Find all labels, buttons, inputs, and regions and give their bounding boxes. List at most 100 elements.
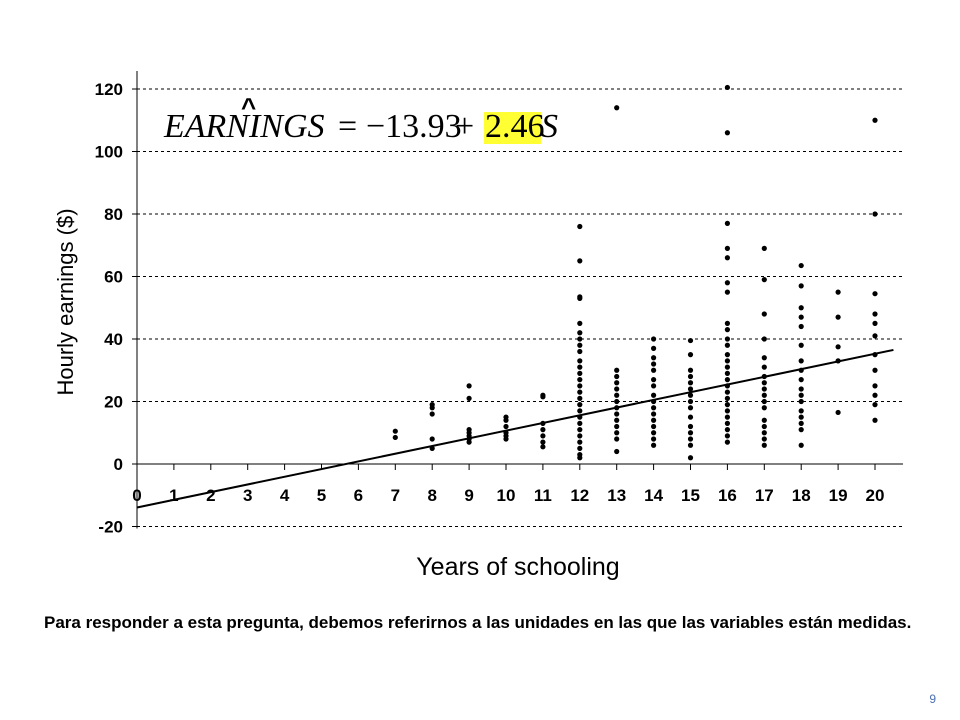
data-point xyxy=(651,377,657,383)
data-point xyxy=(687,455,694,461)
data-point xyxy=(614,380,620,386)
data-point xyxy=(577,389,583,395)
data-point xyxy=(724,414,731,420)
data-point xyxy=(761,405,767,411)
data-point xyxy=(577,383,583,389)
data-point xyxy=(724,342,731,348)
equation-equals: = xyxy=(338,108,357,145)
data-point xyxy=(614,105,620,111)
data-point xyxy=(577,402,583,408)
data-point xyxy=(687,398,694,405)
data-point xyxy=(503,417,509,423)
data-point xyxy=(872,367,878,373)
data-point xyxy=(614,386,620,392)
data-point xyxy=(798,414,804,420)
data-point xyxy=(651,436,657,442)
data-point xyxy=(466,383,472,389)
data-point xyxy=(577,455,583,461)
data-point xyxy=(687,386,694,392)
y-tick-labels: -20 0 20 40 60 80 100 120 xyxy=(95,80,123,537)
x-tick-label: 0 xyxy=(132,486,141,505)
data-point xyxy=(614,448,620,455)
data-point xyxy=(540,433,546,439)
data-point xyxy=(724,389,731,395)
data-point xyxy=(872,402,878,408)
equation-plus: + xyxy=(455,108,474,145)
x-tick-labels: 0 1 2 3 4 5 6 7 8 9 10 11 12 13 14 15 16 17 18 19 20 xyxy=(132,486,884,505)
data-point xyxy=(577,258,583,264)
data-point xyxy=(872,417,878,423)
data-point xyxy=(761,436,767,442)
x-tick-label: 5 xyxy=(317,486,326,505)
regression-line xyxy=(136,348,894,509)
data-point xyxy=(577,439,583,445)
regression-equation: EARNINGS ^ = −13.93 + 2.46 S xyxy=(163,92,558,145)
data-point xyxy=(761,386,767,392)
data-point xyxy=(651,430,657,436)
data-point xyxy=(614,367,620,373)
data-point xyxy=(761,364,767,370)
x-tick-label: 8 xyxy=(427,486,436,505)
data-point xyxy=(724,370,731,376)
data-point xyxy=(651,361,657,367)
data-point xyxy=(577,223,583,230)
x-tick-label: 19 xyxy=(829,486,848,505)
y-tick-label: 40 xyxy=(104,330,123,349)
data-point xyxy=(614,423,620,430)
hat-symbol: ^ xyxy=(241,92,256,122)
data-point xyxy=(687,352,694,358)
x-tick-label: 12 xyxy=(570,486,589,505)
data-point xyxy=(872,211,878,217)
data-point xyxy=(429,411,435,417)
data-point xyxy=(724,220,731,226)
x-axis-label: Years of schooling xyxy=(416,553,619,581)
data-point xyxy=(724,433,731,439)
data-point xyxy=(761,245,767,251)
data-point xyxy=(577,336,583,342)
data-point xyxy=(724,420,731,426)
data-point xyxy=(540,439,546,445)
data-point xyxy=(761,336,767,342)
data-point xyxy=(798,305,804,311)
data-point xyxy=(835,344,841,350)
data-point xyxy=(687,380,694,386)
data-point xyxy=(761,392,767,398)
data-point xyxy=(798,392,804,398)
x-tick-label: 17 xyxy=(755,486,774,505)
x-tick-label: 1 xyxy=(169,486,178,505)
x-tick-label: 13 xyxy=(607,486,626,505)
data-point xyxy=(392,434,398,441)
data-point xyxy=(761,355,767,361)
equation-slope: 2.46 xyxy=(485,108,545,145)
data-point xyxy=(577,420,583,426)
data-point xyxy=(872,320,878,326)
y-tick-label: 120 xyxy=(95,80,123,99)
data-point xyxy=(872,291,878,297)
data-point xyxy=(503,423,509,430)
data-point xyxy=(577,377,583,383)
x-tick-label: 6 xyxy=(354,486,363,505)
data-point xyxy=(687,442,694,448)
x-tick-label: 4 xyxy=(280,486,290,505)
data-point xyxy=(724,280,731,286)
data-point xyxy=(577,348,583,355)
data-point xyxy=(614,436,620,442)
data-point xyxy=(724,327,731,333)
data-point xyxy=(724,377,731,383)
data-point xyxy=(761,311,767,317)
data-point xyxy=(687,373,694,380)
y-tick-label: 80 xyxy=(104,205,123,224)
data-point xyxy=(687,423,694,430)
data-point xyxy=(724,336,731,342)
data-point xyxy=(614,411,620,417)
data-point xyxy=(798,398,804,405)
x-tick-label: 7 xyxy=(391,486,400,505)
data-point xyxy=(540,427,546,433)
data-point xyxy=(724,427,731,433)
x-tick-label: 20 xyxy=(866,486,885,505)
slope-highlight xyxy=(484,112,541,144)
y-tick-label: 100 xyxy=(95,143,123,162)
page-number: 9 xyxy=(929,692,936,706)
data-point xyxy=(651,336,657,342)
